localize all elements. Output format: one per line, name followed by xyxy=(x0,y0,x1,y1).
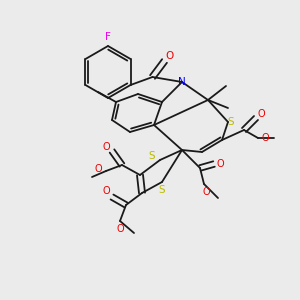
Text: O: O xyxy=(116,224,124,234)
Text: N: N xyxy=(178,77,186,87)
Text: O: O xyxy=(165,51,174,61)
Text: O: O xyxy=(102,186,110,196)
Text: O: O xyxy=(216,159,224,169)
Text: F: F xyxy=(105,32,111,42)
Text: O: O xyxy=(94,164,102,174)
Text: O: O xyxy=(261,133,269,143)
Text: O: O xyxy=(102,142,110,152)
Text: S: S xyxy=(228,117,234,127)
Text: O: O xyxy=(202,187,210,197)
Text: S: S xyxy=(149,151,155,161)
Text: S: S xyxy=(159,185,165,195)
Text: O: O xyxy=(257,109,265,119)
